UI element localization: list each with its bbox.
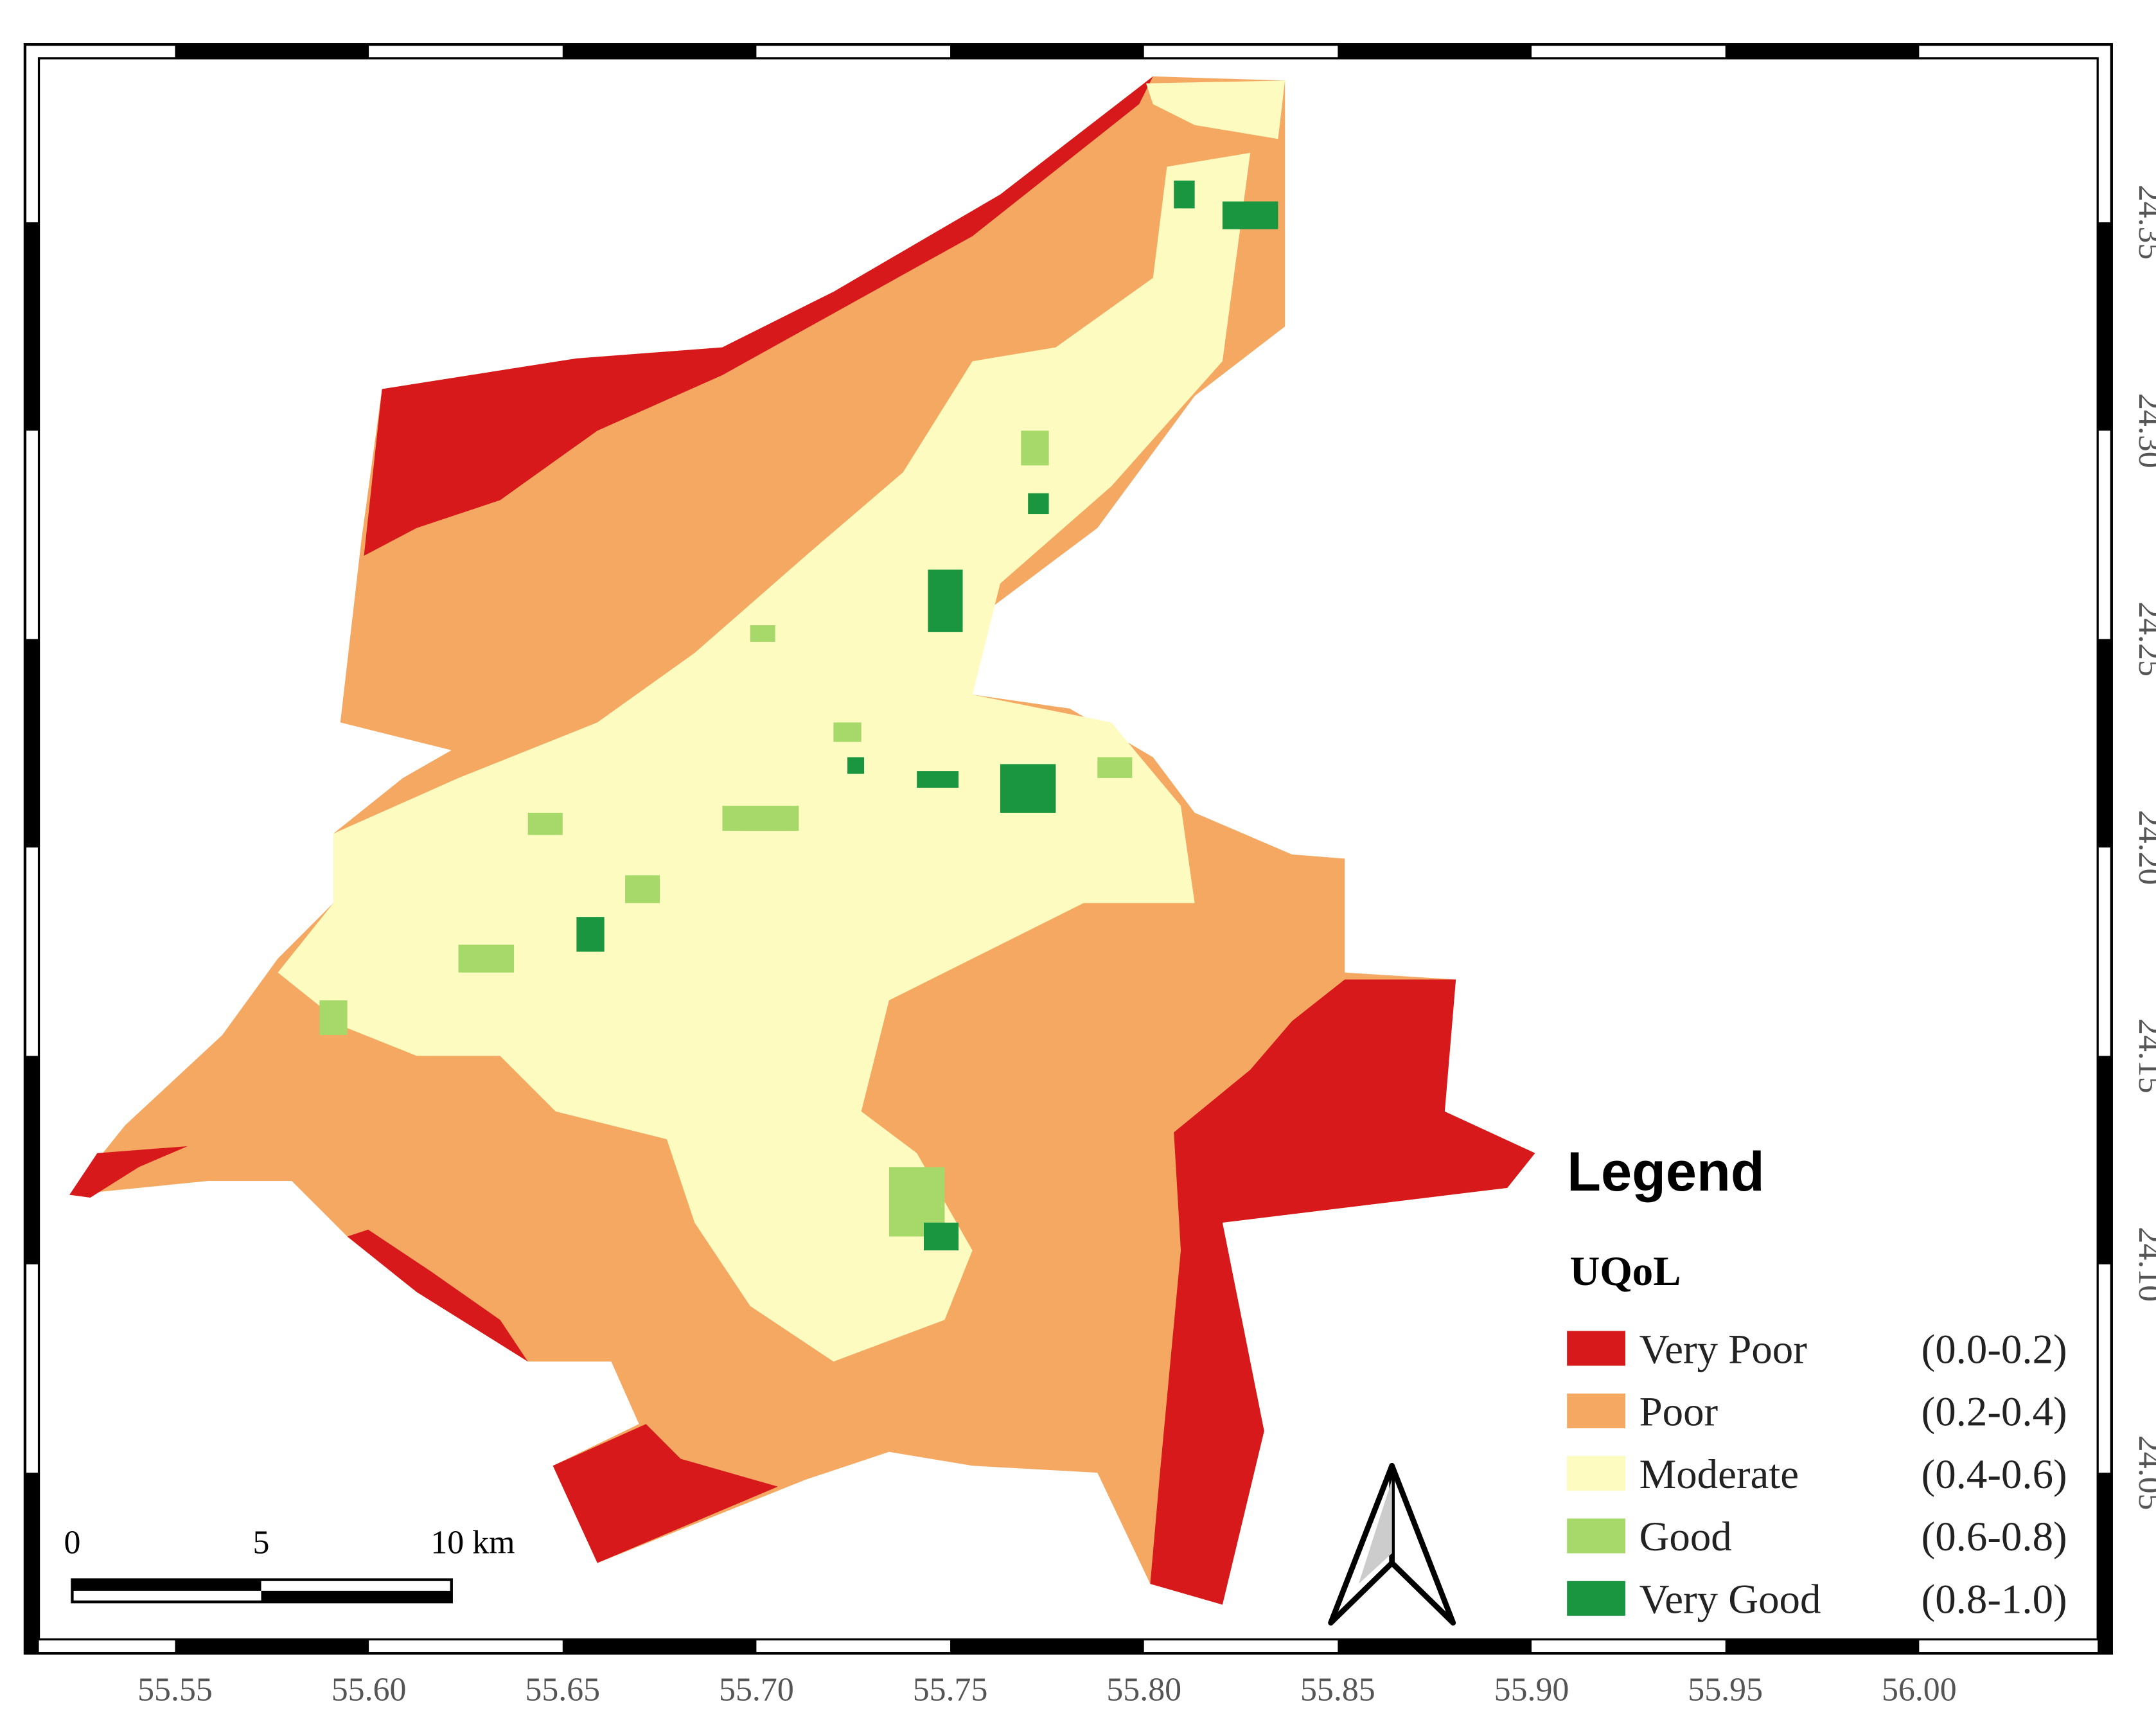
legend-range: (0.4-0.6)	[1922, 1451, 2067, 1498]
frame-segment	[24, 222, 39, 431]
legend-swatch	[1567, 1331, 1625, 1366]
legend-swatch	[1567, 1456, 1625, 1491]
scale-bar-label: 0	[64, 1525, 80, 1561]
good-patch	[1021, 430, 1049, 466]
frame-segment	[2098, 222, 2112, 431]
legend-label: Very Good	[1639, 1576, 1821, 1622]
good-patch	[625, 875, 660, 903]
y-tick-label: 24.25	[2132, 601, 2156, 677]
good-patch	[1097, 757, 1133, 778]
legend-label: Very Poor	[1639, 1326, 1808, 1372]
north-arrow	[1389, 1462, 1456, 1626]
very-poor-zone	[364, 76, 1153, 556]
frame-segment	[175, 44, 369, 58]
y-tick-label: 24.15	[2132, 1018, 2156, 1094]
very-good-patch	[1000, 764, 1056, 813]
very-good-patch	[1222, 201, 1278, 229]
very-good-patch	[928, 569, 963, 632]
frame-segment	[2098, 639, 2112, 848]
very-good-patch	[576, 917, 605, 952]
x-tick-label: 55.90	[1494, 1672, 1569, 1708]
legend-title: Legend	[1567, 1141, 1765, 1203]
frame-segment	[24, 1473, 39, 1654]
frame-segment	[1725, 1639, 1920, 1654]
y-tick-label: 24.20	[2132, 810, 2156, 885]
moderate-zone	[1145, 80, 1286, 139]
very-good-patch	[917, 771, 959, 788]
very-good-patch	[1174, 181, 1195, 209]
scale-bar	[261, 1590, 452, 1602]
very-poor-zone	[347, 1229, 528, 1362]
north-arrow	[1358, 1479, 1392, 1584]
x-tick-label: 55.60	[331, 1672, 407, 1708]
frame-segment	[562, 1639, 757, 1654]
x-tick-label: 55.75	[913, 1672, 988, 1708]
frame-segment	[1725, 44, 1920, 58]
frame-segment	[24, 1056, 39, 1264]
good-patch	[722, 806, 799, 831]
y-tick-label: 24.35	[2132, 185, 2156, 260]
frame-segment	[950, 44, 1144, 58]
legend-label: Moderate	[1639, 1451, 1799, 1498]
legend-swatch	[1567, 1393, 1625, 1428]
x-tick-label: 55.85	[1300, 1672, 1375, 1708]
x-tick-label: 55.65	[525, 1672, 600, 1708]
frame-segment	[2098, 1056, 2112, 1264]
frame-segment	[175, 1639, 369, 1654]
very-poor-zone	[69, 1146, 188, 1198]
moderate-zone	[278, 152, 1251, 1362]
frame-segment	[950, 1639, 1144, 1654]
labels: 55.55 55.60 55.65 55.70 55.75 55.80 55.85 55.90…	[64, 185, 2156, 1708]
scale-bar	[72, 1579, 261, 1591]
very-poor-zone	[1150, 979, 1535, 1605]
legend-label: Poor	[1639, 1389, 1719, 1435]
legend-label: Good	[1639, 1514, 1732, 1560]
legend-subtitle: UQoL	[1569, 1248, 1681, 1295]
x-tick-label: 55.55	[137, 1672, 213, 1708]
legend-swatch	[1567, 1581, 1625, 1616]
very-good-patch	[847, 757, 864, 774]
legend-swatch	[1567, 1518, 1625, 1554]
frame-segment	[1338, 44, 1532, 58]
good-patch	[319, 1000, 348, 1035]
good-patch	[458, 944, 515, 973]
very-good-patch	[1028, 493, 1049, 515]
legend-range: (0.8-1.0)	[1922, 1576, 2067, 1622]
very-good-patch	[923, 1222, 959, 1251]
legend-range: (0.6-0.8)	[1922, 1514, 2067, 1560]
map-frame	[23, 43, 2113, 1655]
map-area	[69, 76, 1535, 1605]
x-tick-label: 55.80	[1106, 1672, 1181, 1708]
frame-segment	[562, 44, 757, 58]
good-patch	[833, 722, 862, 742]
good-patch	[527, 812, 563, 835]
scale-bar-label: 5	[253, 1525, 270, 1561]
legend-range: (0.2-0.4)	[1922, 1389, 2067, 1435]
frame-segment	[24, 639, 39, 848]
frame-segment	[2098, 1473, 2112, 1654]
very-poor-zone	[552, 1424, 778, 1563]
y-tick-label: 24.05	[2132, 1435, 2156, 1511]
y-tick-label: 24.10	[2132, 1227, 2156, 1302]
x-tick-label: 56.00	[1882, 1672, 1957, 1708]
x-tick-label: 55.70	[719, 1672, 794, 1708]
x-tick-label: 55.95	[1688, 1672, 1763, 1708]
good-patch	[750, 625, 775, 643]
scale-bar-label: 10 km	[430, 1525, 515, 1561]
frame-segment	[1338, 1639, 1532, 1654]
y-tick-label: 24.30	[2132, 393, 2156, 468]
legend-range: (0.0-0.2)	[1922, 1326, 2067, 1372]
